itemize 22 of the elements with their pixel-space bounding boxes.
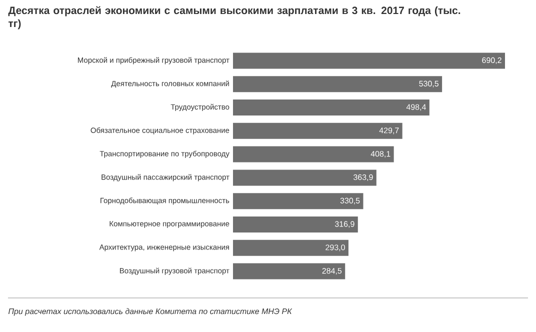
bar <box>233 170 376 186</box>
data-label: 429,7 <box>379 128 399 134</box>
data-label: 530,5 <box>419 80 439 88</box>
text: При расчетах использовались данные Комитета по статистике МНЭ РК <box>8 308 292 316</box>
bar <box>233 52 505 69</box>
bar <box>233 263 346 280</box>
data-label: 293,0 <box>326 244 345 252</box>
data-label: 690,2 <box>482 57 502 64</box>
chart-title: Десятка отраслей экономики с самыми высокими зарплатами в 3 кв. 2017 года (тыс. тг) <box>8 6 460 30</box>
bar <box>233 193 364 210</box>
data-label: 316,9 <box>334 221 354 228</box>
data-label: 498,4 <box>406 104 426 111</box>
bar <box>233 122 402 139</box>
data-label: 284,5 <box>322 268 342 275</box>
data-label: 330,5 <box>340 198 360 204</box>
data-label: 408,1 <box>370 150 390 158</box>
bar <box>233 99 430 116</box>
bar <box>233 76 442 92</box>
data-label: 363,9 <box>353 174 373 181</box>
bar <box>233 216 358 232</box>
bar <box>233 240 348 256</box>
bar <box>233 146 394 162</box>
